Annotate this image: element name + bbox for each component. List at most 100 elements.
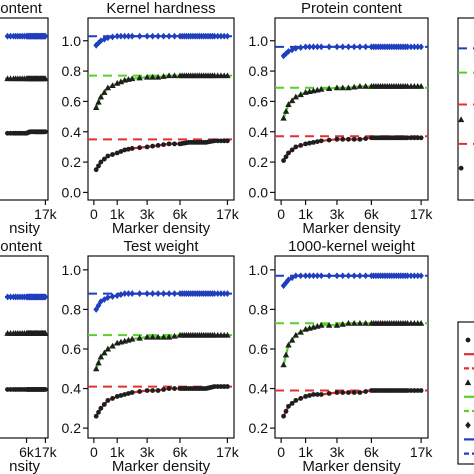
data-point-circle (150, 143, 156, 149)
subplot-title: Test weight (123, 238, 199, 255)
data-point-triangle (92, 365, 100, 372)
plot-frame (274, 255, 429, 439)
data-point-circle (351, 390, 357, 395)
data-point-diamond (121, 290, 128, 297)
data-point-triangle (297, 91, 304, 98)
y-tick-label: 1.0 (62, 33, 82, 49)
data-point-circle (318, 392, 324, 397)
data-point-triangle (136, 74, 143, 81)
data-point-triangle (362, 82, 369, 89)
x-tick-label: 1k (298, 444, 314, 460)
data-point-triangle (101, 349, 108, 356)
data-point-circle (334, 136, 340, 142)
data-point-diamond (362, 272, 369, 280)
y-tick-label: 0.6 (62, 341, 82, 357)
data-point-diamond (357, 272, 363, 280)
x-tick-label: 6k (173, 444, 189, 460)
data-point-triangle (280, 361, 287, 368)
data-point-diamond (171, 32, 178, 40)
data-point-circle (161, 142, 166, 148)
data-point-diamond (408, 272, 414, 280)
y-tick-label: 0.2 (249, 420, 269, 436)
data-point-diamond (4, 32, 11, 40)
data-point-diamond (109, 33, 116, 41)
data-point-triangle (95, 359, 102, 366)
data-point-circle (105, 153, 111, 159)
data-point-circle (155, 388, 161, 393)
data-point-diamond (302, 43, 309, 51)
data-point-diamond (42, 293, 48, 301)
data-point-circle (137, 389, 143, 394)
data-point-triangle (171, 332, 178, 339)
data-point-triangle (345, 84, 352, 91)
x-tick-label: 3k (330, 206, 346, 222)
data-point-circle (101, 401, 107, 407)
subplot-1: 17k ontent nsity (0, 0, 58, 237)
data-point-circle (281, 413, 286, 419)
data-point-diamond (302, 272, 309, 280)
data-point-diamond (218, 32, 224, 40)
data-point-diamond (136, 290, 143, 297)
data-point-circle (303, 141, 308, 147)
y-tick-label: 0.4 (249, 381, 269, 397)
data-point-triangle (339, 320, 346, 327)
data-point-circle (105, 398, 111, 403)
data-point-triangle (109, 82, 116, 88)
data-point-triangle (117, 78, 125, 85)
data-point-diamond (149, 290, 156, 297)
data-point-circle (411, 388, 417, 393)
data-point-diamond (7, 293, 14, 301)
data-point-circle (408, 388, 414, 393)
subplot-title: ontent (0, 238, 43, 255)
data-point-circle (129, 146, 135, 151)
legend-triangle-icon (464, 379, 472, 386)
data-point-triangle (325, 321, 333, 328)
data-point-circle (318, 138, 324, 144)
data-point-circle (281, 158, 286, 163)
data-point-diamond (414, 272, 421, 280)
data-point-triangle (350, 83, 358, 90)
data-point-triangle (288, 97, 296, 104)
data-point-circle (314, 392, 320, 397)
data-point-diamond (7, 32, 14, 40)
data-point-circle (155, 143, 161, 148)
x-tick-label: 6k (364, 444, 380, 460)
y-tick-label: 1.0 (249, 33, 269, 49)
data-point-triangle (458, 116, 465, 123)
data-point-circle (289, 400, 295, 406)
data-point-circle (363, 389, 369, 394)
x-tick-label: 17k (410, 206, 434, 222)
data-point-diamond (280, 52, 287, 60)
data-point-triangle (149, 73, 156, 80)
data-point-diamond (339, 272, 346, 280)
x-tick-label: 1k (110, 444, 126, 460)
x-axis-label: nsity (9, 458, 40, 474)
data-point-triangle (128, 75, 136, 82)
data-point-circle (172, 386, 177, 391)
data-point-circle (110, 152, 115, 157)
data-point-diamond (125, 290, 132, 297)
x-tick-label: 17k (410, 444, 434, 460)
x-tick-label: 3k (330, 444, 346, 460)
data-point-triangle (165, 72, 173, 79)
legend-item-circle (465, 337, 471, 343)
data-point-circle (326, 391, 332, 396)
data-point-triangle (104, 345, 112, 352)
plot-area (275, 272, 428, 419)
data-point-triangle (95, 98, 102, 105)
data-point-triangle (171, 72, 178, 79)
data-point-triangle (224, 72, 231, 79)
data-point-triangle (97, 353, 105, 360)
x-tick-label: 17k (34, 206, 58, 222)
y-tick-label: 0.8 (249, 63, 269, 79)
data-point-circle (96, 409, 101, 415)
data-point-circle (126, 391, 131, 396)
data-point-triangle (114, 79, 121, 86)
data-point-diamond (289, 274, 295, 282)
data-point-diamond (339, 43, 346, 51)
data-point-triangle (165, 333, 173, 340)
y-tick-label: 0.8 (249, 301, 269, 317)
data-point-diamond (214, 290, 221, 297)
y-tick-label: 0.2 (249, 154, 269, 170)
data-point-circle (415, 388, 421, 393)
